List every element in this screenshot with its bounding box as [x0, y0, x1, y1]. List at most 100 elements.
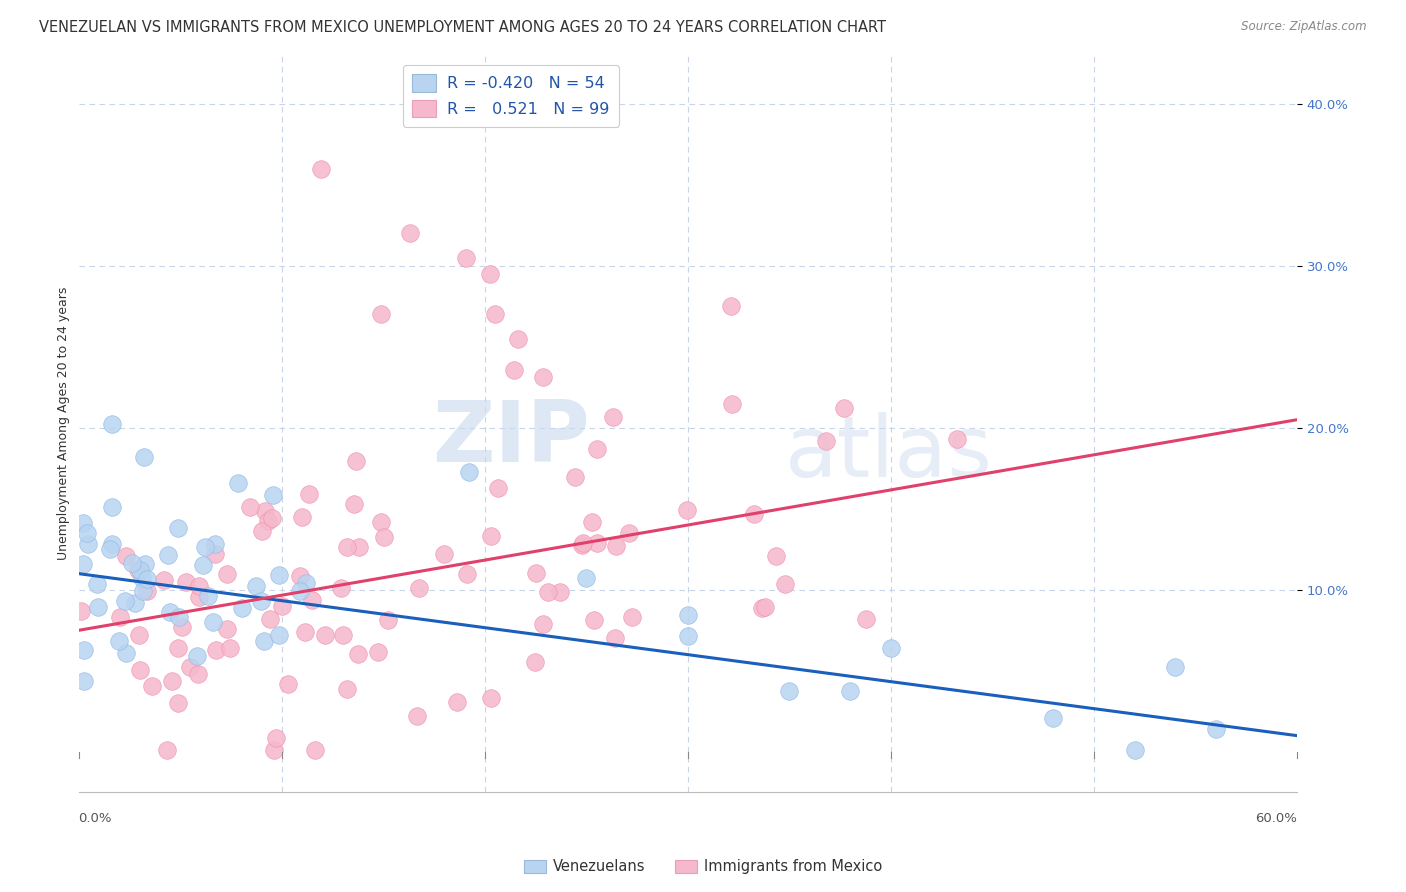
Point — [720, 299, 742, 313]
Point — [134, 557, 156, 571]
Point — [880, 641, 903, 656]
Point — [620, 610, 643, 624]
Point — [250, 524, 273, 539]
Point — [153, 573, 176, 587]
Point — [1164, 660, 1187, 674]
Point — [167, 521, 190, 535]
Point — [260, 510, 283, 524]
Point — [486, 481, 509, 495]
Point — [128, 628, 150, 642]
Point — [330, 582, 353, 596]
Point — [136, 584, 159, 599]
Point — [217, 566, 239, 581]
Point — [129, 664, 152, 678]
Point — [204, 547, 226, 561]
Point — [605, 632, 627, 646]
Point — [174, 575, 197, 590]
Point — [332, 628, 354, 642]
Point — [1042, 711, 1064, 725]
Point — [188, 579, 211, 593]
Point — [676, 607, 699, 622]
Point — [605, 539, 627, 553]
Point — [832, 401, 855, 416]
Point — [581, 516, 603, 530]
Point — [249, 594, 271, 608]
Point — [270, 599, 292, 614]
Point — [101, 500, 124, 514]
Legend: Venezuelans, Immigrants from Mexico: Venezuelans, Immigrants from Mexico — [517, 854, 889, 880]
Point — [778, 683, 800, 698]
Point — [575, 571, 598, 585]
Point — [162, 674, 184, 689]
Point — [537, 585, 560, 599]
Point — [346, 454, 368, 468]
Point — [484, 307, 506, 321]
Point — [127, 563, 149, 577]
Point — [377, 613, 399, 627]
Text: ZIP: ZIP — [433, 397, 591, 480]
Point — [204, 537, 226, 551]
Point — [531, 617, 554, 632]
Point — [456, 566, 478, 581]
Point — [446, 695, 468, 709]
Point — [585, 442, 607, 456]
Point — [86, 600, 108, 615]
Point — [676, 629, 699, 643]
Point — [170, 620, 193, 634]
Point — [503, 363, 526, 377]
Point — [839, 684, 862, 698]
Point — [855, 612, 877, 626]
Point — [294, 625, 316, 640]
Point — [259, 612, 281, 626]
Y-axis label: Unemployment Among Ages 20 to 24 years: Unemployment Among Ages 20 to 24 years — [58, 287, 70, 560]
Point — [194, 541, 217, 555]
Point — [1205, 722, 1227, 736]
Point — [76, 525, 98, 540]
Point — [156, 743, 179, 757]
Point — [1123, 743, 1146, 757]
Point — [457, 465, 479, 479]
Point — [433, 547, 456, 561]
Point — [253, 634, 276, 648]
Point — [256, 514, 278, 528]
Text: atlas: atlas — [786, 412, 993, 495]
Legend: R = -0.420   N = 54, R =   0.521   N = 99: R = -0.420 N = 54, R = 0.521 N = 99 — [402, 64, 620, 127]
Point — [269, 628, 291, 642]
Point — [169, 610, 191, 624]
Point — [571, 539, 593, 553]
Point — [479, 529, 502, 543]
Point — [72, 673, 94, 688]
Point — [373, 530, 395, 544]
Point — [187, 667, 209, 681]
Point — [288, 569, 311, 583]
Point — [231, 601, 253, 615]
Point — [114, 549, 136, 564]
Point — [201, 615, 224, 629]
Point — [751, 601, 773, 615]
Point — [398, 227, 420, 241]
Point — [602, 409, 624, 424]
Point — [479, 267, 502, 281]
Point — [136, 572, 159, 586]
Point — [72, 643, 94, 657]
Point — [619, 526, 641, 541]
Point — [314, 628, 336, 642]
Point — [754, 599, 776, 614]
Point — [108, 610, 131, 624]
Point — [134, 450, 156, 464]
Point — [301, 593, 323, 607]
Text: VENEZUELAN VS IMMIGRANTS FROM MEXICO UNEMPLOYMENT AMONG AGES 20 TO 24 YEARS CORR: VENEZUELAN VS IMMIGRANTS FROM MEXICO UNE… — [39, 20, 886, 35]
Point — [676, 503, 699, 517]
Point — [121, 557, 143, 571]
Text: Source: ZipAtlas.com: Source: ZipAtlas.com — [1241, 20, 1367, 33]
Point — [239, 500, 262, 514]
Point — [72, 557, 94, 571]
Point — [197, 589, 219, 603]
Point — [86, 577, 108, 591]
Point — [720, 397, 742, 411]
Point — [186, 648, 208, 663]
Point — [263, 488, 285, 502]
Point — [115, 646, 138, 660]
Point — [408, 581, 430, 595]
Point — [141, 679, 163, 693]
